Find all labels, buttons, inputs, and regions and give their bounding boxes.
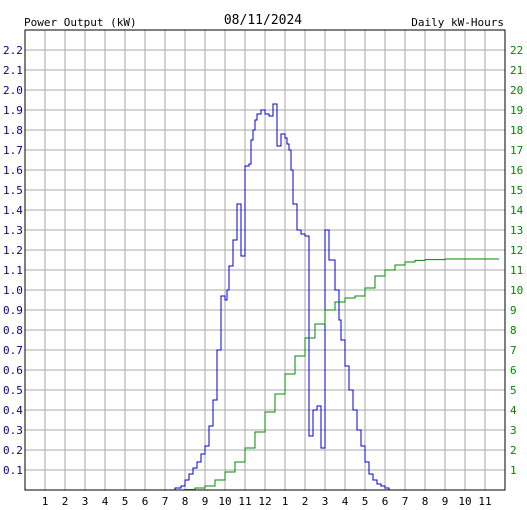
x-tick-label: 10	[458, 495, 471, 508]
x-tick-label: 8	[422, 495, 429, 508]
x-tick-label: 5	[362, 495, 369, 508]
left-tick-label: 1.2	[3, 244, 23, 257]
left-tick-label: 1.5	[3, 184, 23, 197]
right-tick-label: 13	[510, 224, 523, 237]
x-tick-label: 7	[162, 495, 169, 508]
left-tick-label: 1.0	[3, 284, 23, 297]
plot-border	[24, 29, 506, 491]
left-tick-label: 0.3	[3, 424, 23, 437]
left-tick-label: 0.7	[3, 344, 23, 357]
left-tick-label: 2.2	[3, 44, 23, 57]
x-tick-label: 2	[62, 495, 69, 508]
x-tick-label: 12	[258, 495, 271, 508]
left-tick-label: 1.7	[3, 144, 23, 157]
x-tick-label: 1	[42, 495, 49, 508]
right-tick-label: 22	[510, 44, 523, 57]
chart-title: 08/11/2024	[224, 13, 302, 28]
left-tick-label: 0.8	[3, 324, 23, 337]
x-tick-label: 4	[342, 495, 349, 508]
x-tick-label: 5	[122, 495, 129, 508]
x-tick-label: 6	[382, 495, 389, 508]
daily-kwh-line	[175, 258, 499, 491]
x-tick-label: 9	[202, 495, 209, 508]
right-axis-label: Daily kW-Hours	[411, 16, 504, 29]
right-tick-label: 15	[510, 184, 523, 197]
x-tick-label: 11	[478, 495, 491, 508]
x-tick-label: 1	[282, 495, 289, 508]
right-tick-label: 6	[510, 364, 517, 377]
x-tick-label: 10	[218, 495, 231, 508]
right-tick-label: 7	[510, 344, 517, 357]
left-tick-label: 0.9	[3, 304, 23, 317]
x-tick-label: 3	[322, 495, 329, 508]
x-tick-label: 3	[82, 495, 89, 508]
left-tick-label: 1.6	[3, 164, 23, 177]
right-tick-label: 10	[510, 284, 523, 297]
left-tick-label: 1.1	[3, 264, 23, 277]
left-tick-label: 1.8	[3, 124, 23, 137]
left-tick-label: 0.6	[3, 364, 23, 377]
right-tick-label: 16	[510, 164, 523, 177]
x-tick-label: 9	[442, 495, 449, 508]
x-tick-label: 8	[182, 495, 189, 508]
left-tick-label: 1.3	[3, 224, 23, 237]
x-tick-label: 2	[302, 495, 309, 508]
right-tick-label: 11	[510, 264, 523, 277]
left-tick-label: 0.1	[3, 464, 23, 477]
left-tick-label: 2.0	[3, 84, 23, 97]
right-tick-label: 14	[510, 204, 524, 217]
left-tick-label: 1.9	[3, 104, 23, 117]
right-tick-label: 8	[510, 324, 517, 337]
x-tick-label: 6	[142, 495, 149, 508]
power-output-line	[165, 103, 435, 491]
x-tick-label: 4	[102, 495, 109, 508]
right-tick-label: 19	[510, 104, 523, 117]
right-tick-label: 18	[510, 124, 523, 137]
right-tick-label: 2	[510, 444, 517, 457]
left-tick-label: 0.5	[3, 384, 23, 397]
left-axis-label: Power Output (kW)	[24, 16, 137, 29]
right-tick-label: 1	[510, 464, 517, 477]
right-tick-label: 12	[510, 244, 523, 257]
x-tick-label: 7	[402, 495, 409, 508]
right-tick-label: 21	[510, 64, 523, 77]
right-tick-label: 5	[510, 384, 517, 397]
left-tick-label: 1.4	[3, 204, 23, 217]
right-tick-label: 3	[510, 424, 517, 437]
right-tick-label: 17	[510, 144, 523, 157]
left-tick-label: 0.4	[3, 404, 23, 417]
right-tick-label: 4	[510, 404, 517, 417]
right-tick-label: 20	[510, 84, 523, 97]
left-tick-label: 2.1	[3, 64, 23, 77]
right-tick-label: 9	[510, 304, 517, 317]
x-tick-label: 11	[238, 495, 251, 508]
left-tick-label: 0.2	[3, 444, 23, 457]
